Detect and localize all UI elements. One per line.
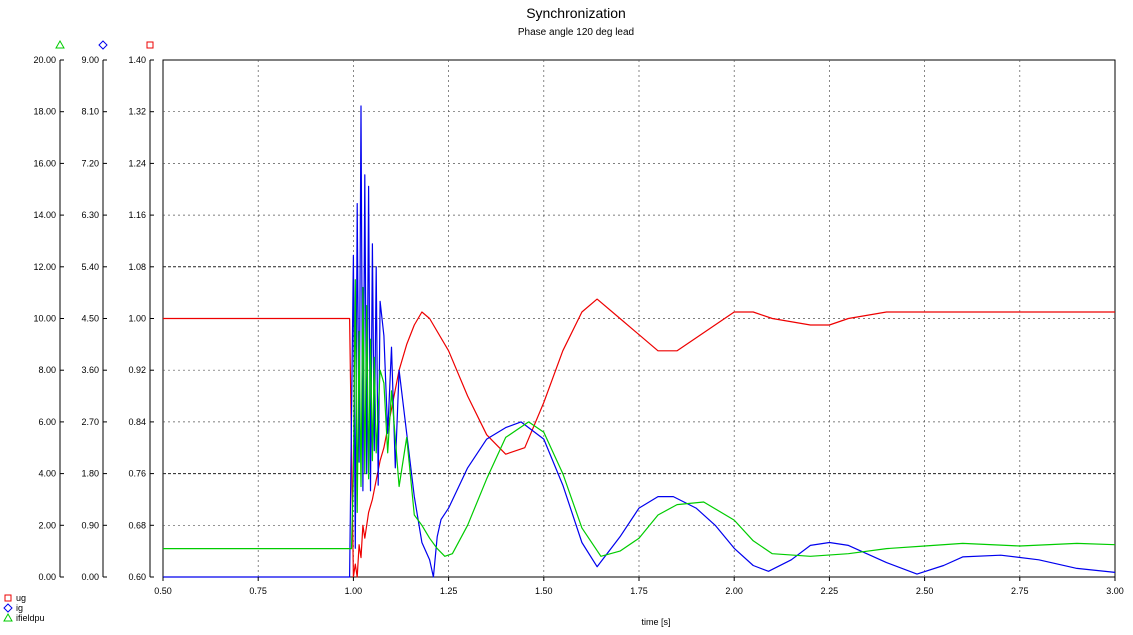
y-tick-label: 8.00	[38, 365, 56, 375]
x-tick-label: 2.25	[821, 586, 839, 596]
x-tick-label: 2.50	[916, 586, 934, 596]
legend-item-ug: ug	[4, 593, 26, 603]
y-tick-label: 7.20	[81, 158, 99, 168]
y-tick-label: 0.00	[38, 572, 56, 582]
y-tick-label: 0.60	[128, 572, 146, 582]
plot-area	[162, 59, 1116, 578]
chart-subtitle: Phase angle 120 deg lead	[518, 27, 634, 38]
y-tick-label: 0.90	[81, 520, 99, 530]
series-line-ifieldpu	[163, 279, 1116, 557]
y-tick-label: 1.40	[128, 55, 146, 65]
y-tick-label: 16.00	[33, 158, 56, 168]
y-axis-ig: 0.00 0.90 1.80 2.70 3.60 4.50 5.40 6.30 7.20 8.10…	[81, 40, 108, 582]
y-tick-label: 14.00	[33, 210, 56, 220]
legend-marker-ig	[3, 603, 13, 613]
y-tick-label: 1.08	[128, 262, 146, 272]
x-tick-label: 2.75	[1011, 586, 1029, 596]
y-tick-label: 1.00	[128, 314, 146, 324]
legend-label: ig	[16, 603, 23, 613]
series-layer	[163, 105, 1116, 578]
y-tick-label: 2.00	[38, 520, 56, 530]
x-tick-label: 1.00	[345, 586, 363, 596]
legend-marker-ifieldpu	[3, 612, 13, 622]
y-tick-label: 1.24	[128, 158, 146, 168]
y-tick-label: 2.70	[81, 417, 99, 427]
y-tick-label: 6.00	[38, 417, 56, 427]
y-tick-label: 0.68	[128, 520, 146, 530]
y-tick-label: 0.84	[128, 417, 146, 427]
y-axis-marker-ifield	[55, 39, 65, 49]
y-axis-marker-ug	[146, 41, 154, 49]
y-axis-marker-ig	[98, 40, 108, 50]
x-tick-label: 3.00	[1106, 586, 1124, 596]
y-tick-label: 5.40	[81, 262, 99, 272]
y-tick-label: 0.00	[81, 572, 99, 582]
x-tick-label: 1.75	[630, 586, 648, 596]
x-tick-label: 1.25	[440, 586, 458, 596]
y-axis-ug: 0.60 0.68 0.76 0.84 0.92 1.00 1.08 1.16 1.24 1.32…	[128, 41, 154, 582]
x-tick-label: 0.75	[249, 586, 267, 596]
y-tick-label: 6.30	[81, 210, 99, 220]
y-tick-label: 9.00	[81, 55, 99, 65]
y-tick-label: 8.10	[81, 107, 99, 117]
series-line-ug	[163, 298, 1115, 578]
y-tick-label: 0.76	[128, 469, 146, 479]
legend-label: ug	[16, 593, 26, 603]
y-tick-label: 4.00	[38, 469, 56, 479]
y-axis-ifield: 0.00 2.00 4.00 6.00 8.00 10.00 12.00 14.00 16.00…	[33, 39, 65, 582]
series-line-ig	[163, 105, 1116, 578]
x-tick-label: 0.50	[154, 586, 172, 596]
y-axes: 0.00 2.00 4.00 6.00 8.00 10.00 12.00 14.00 16.00…	[33, 39, 154, 582]
y-tick-label: 1.32	[128, 107, 146, 117]
y-tick-label: 4.50	[81, 314, 99, 324]
y-tick-label: 1.80	[81, 469, 99, 479]
y-tick-label: 3.60	[81, 365, 99, 375]
x-axis-label: time [s]	[641, 617, 670, 627]
y-tick-label: 1.16	[128, 210, 146, 220]
x-tick-label: 1.50	[535, 586, 553, 596]
y-tick-label: 18.00	[33, 107, 56, 117]
x-tick-label: 2.00	[725, 586, 743, 596]
y-tick-label: 20.00	[33, 55, 56, 65]
y-tick-label: 10.00	[33, 314, 56, 324]
legend-item-ifieldpu: ifieldpu	[3, 612, 45, 623]
legend-item-ig: ig	[3, 603, 23, 613]
grid	[163, 60, 1115, 577]
legend-marker-ug	[4, 594, 12, 602]
x-axis: 0.50 0.75 1.00 1.25 1.50 1.75 2.00 2.25 2.50 2.75…	[154, 577, 1124, 596]
y-tick-label: 12.00	[33, 262, 56, 272]
chart-title: Synchronization	[526, 5, 626, 21]
legend-label: ifieldpu	[16, 613, 45, 623]
y-tick-label: 0.92	[128, 365, 146, 375]
